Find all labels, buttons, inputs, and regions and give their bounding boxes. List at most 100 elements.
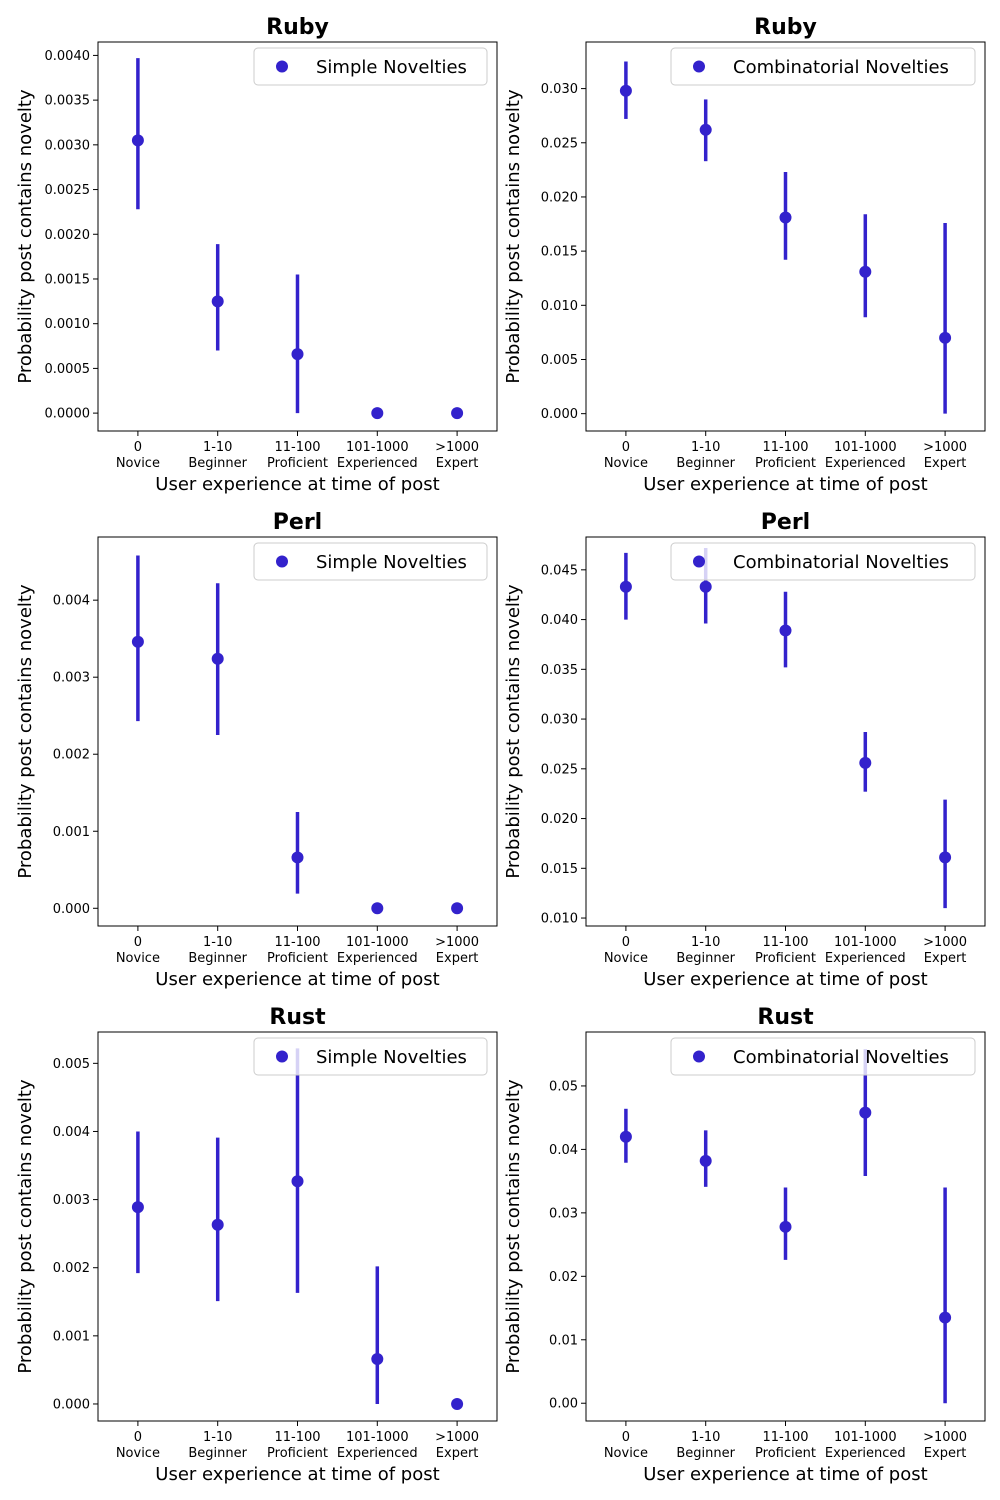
y-tick-label: 0.04	[549, 1143, 578, 1158]
data-point	[211, 295, 224, 308]
x-tick-label-line: Novice	[116, 951, 160, 966]
x-tick-label: 0 Novice	[604, 935, 648, 966]
x-tick-label: 1-10 Beginner	[676, 440, 735, 471]
x-tick-label-line: Novice	[604, 1446, 648, 1461]
y-axis-label: Probability post contains novelty	[15, 89, 36, 384]
y-tick-label: 0.0035	[45, 94, 91, 109]
data-point	[939, 331, 952, 344]
legend: Simple Novelties	[253, 1037, 488, 1076]
y-axis-label: Probability post contains novelty	[503, 584, 524, 879]
y-axis-label: Probability post contains novelty	[503, 1079, 524, 1374]
data-point	[619, 84, 632, 97]
x-tick-label: 0 Novice	[604, 1430, 648, 1461]
chart-title: Rust	[269, 1005, 326, 1030]
x-tick-label-line: Beginner	[676, 1446, 735, 1461]
x-tick-label: 0 Novice	[116, 935, 160, 966]
legend-marker	[693, 60, 705, 73]
y-tick-label: 0.00	[549, 1397, 578, 1412]
x-tick-label-line: Expert	[924, 456, 967, 471]
data-point	[859, 1106, 872, 1119]
x-tick-label: 101-1000 Experienced	[825, 440, 906, 471]
legend-label: Combinatorial Novelties	[733, 57, 949, 78]
data-point	[451, 902, 464, 915]
x-tick-label: >1000 Expert	[923, 440, 967, 471]
y-tick-label: 0.002	[53, 748, 90, 763]
data-point	[939, 851, 952, 864]
legend: Combinatorial Novelties	[670, 47, 976, 86]
x-tick-label-line: 1-10	[691, 1430, 721, 1445]
x-tick-label-line: Beginner	[188, 1446, 247, 1461]
x-tick-label: 1-10 Beginner	[188, 440, 247, 471]
axes-frame	[97, 536, 498, 927]
x-tick-label-line: >1000	[923, 935, 967, 950]
x-tick-label-line: 1-10	[203, 440, 233, 455]
data-point	[939, 1311, 952, 1324]
data-point	[211, 652, 224, 665]
legend-marker	[693, 555, 705, 568]
data-point	[779, 624, 792, 637]
y-tick-label: 0.000	[53, 902, 90, 917]
x-tick-label: 0 Novice	[116, 1430, 160, 1461]
x-tick-label-line: Proficient	[755, 1446, 816, 1461]
y-tick-label: 0.001	[53, 825, 90, 840]
x-tick-label-line: Novice	[116, 1446, 160, 1461]
axes-frame	[585, 536, 986, 927]
y-tick-label: 0.05	[549, 1079, 578, 1094]
chart-panel-5: Rust 0.000 0.001 0.002 0.003 0.004 0.005 0 Novic…	[15, 1005, 498, 1485]
x-tick-label-line: 0	[134, 935, 142, 950]
data-point	[779, 1220, 792, 1233]
data-point	[291, 348, 304, 361]
x-tick-label-line: 11-100	[274, 1430, 320, 1445]
chart-title: Perl	[761, 510, 810, 535]
y-tick-label: 0.0005	[45, 362, 91, 377]
legend-box	[670, 1037, 976, 1076]
x-tick-label-line: Expert	[924, 1446, 967, 1461]
x-tick-label-line: 101-1000	[346, 935, 409, 950]
x-axis-label: User experience at time of post	[643, 474, 927, 495]
x-tick-label-line: 0	[134, 1430, 142, 1445]
y-tick-label: 0.002	[53, 1261, 90, 1276]
y-tick-label: 0.0040	[45, 49, 91, 64]
x-tick-label: 1-10 Beginner	[188, 1430, 247, 1461]
x-tick-label-line: Beginner	[676, 456, 735, 471]
y-tick-label: 0.001	[53, 1329, 90, 1344]
x-tick-label-line: Expert	[924, 951, 967, 966]
x-tick-label: 11-100 Proficient	[755, 1430, 816, 1461]
x-tick-label: 101-1000 Experienced	[337, 935, 418, 966]
x-tick-label-line: Proficient	[267, 1446, 328, 1461]
data-point	[371, 1353, 384, 1366]
legend: Simple Novelties	[253, 47, 488, 86]
y-tick-label: 0.000	[541, 407, 578, 422]
y-tick-label: 0.01	[549, 1333, 578, 1348]
x-tick-label: 11-100 Proficient	[267, 440, 328, 471]
x-tick-label: >1000 Expert	[923, 1430, 967, 1461]
axes-frame	[585, 1031, 986, 1422]
x-tick-label-line: Experienced	[825, 1446, 906, 1461]
x-tick-label-line: 11-100	[762, 440, 808, 455]
y-axis-label: Probability post contains novelty	[15, 584, 36, 879]
x-tick-label: 1-10 Beginner	[676, 935, 735, 966]
x-tick-label: >1000 Expert	[435, 440, 479, 471]
chart-title: Perl	[273, 510, 322, 535]
x-tick-label-line: 11-100	[274, 935, 320, 950]
legend-box	[253, 542, 488, 581]
data-point	[699, 1154, 712, 1167]
x-tick-label-line: 0	[622, 1430, 630, 1445]
data-point	[371, 902, 384, 915]
legend-marker	[276, 1050, 288, 1063]
x-axis-label: User experience at time of post	[643, 1464, 927, 1485]
chart-panel-3: Perl 0.000 0.001 0.002 0.003 0.004 0 Novice 1-10…	[15, 510, 498, 990]
axes-frame	[585, 41, 986, 432]
x-tick-label-line: 0	[134, 440, 142, 455]
data-point	[131, 1201, 144, 1214]
chart-title: Ruby	[266, 15, 329, 40]
x-tick-label-line: 1-10	[691, 935, 721, 950]
data-point	[211, 1218, 224, 1231]
y-tick-label: 0.000	[53, 1397, 90, 1412]
x-tick-label-line: 101-1000	[346, 440, 409, 455]
x-tick-label-line: >1000	[435, 1430, 479, 1445]
x-tick-label-line: Beginner	[188, 456, 247, 471]
data-point	[451, 407, 464, 420]
x-tick-label-line: Expert	[436, 456, 479, 471]
x-tick-label-line: Experienced	[337, 456, 418, 471]
